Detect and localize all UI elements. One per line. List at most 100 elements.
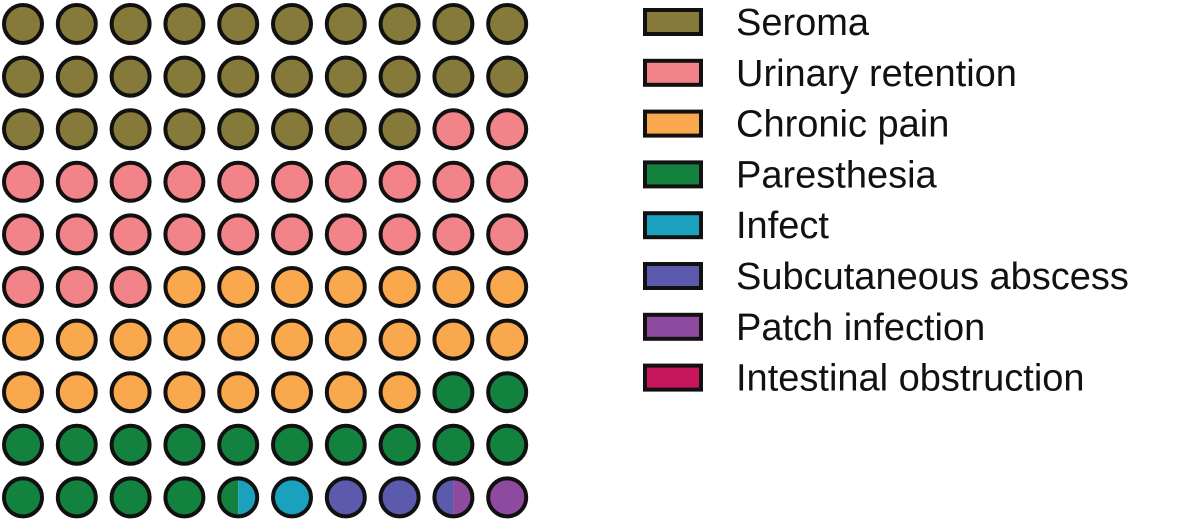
legend-item: Subcutaneous abscess (643, 256, 1129, 298)
waffle-dot (378, 476, 421, 519)
waffle-dot-fill (165, 215, 204, 254)
waffle-dot-outline (271, 266, 313, 308)
waffle-dot-outline (378, 318, 421, 361)
waffle-dot-fill (111, 373, 150, 412)
waffle-dot-outline (378, 476, 421, 519)
waffle-dot-fill (219, 57, 258, 96)
waffle-dot-outline (55, 213, 98, 256)
waffle-dot-outline (378, 371, 421, 414)
waffle-dot (486, 423, 529, 466)
waffle-dot (217, 318, 260, 361)
waffle-dot-fill (219, 320, 258, 359)
waffle-dot (2, 371, 44, 414)
waffle-dot-outline (163, 160, 206, 203)
waffle-dot-fill (380, 162, 419, 201)
waffle-dot (163, 213, 206, 256)
legend-item: Paresthesia (643, 154, 938, 196)
waffle-dot-fill (219, 5, 258, 43)
waffle-dot (217, 371, 260, 414)
waffle-dot (217, 3, 260, 45)
waffle-dot-outline (163, 108, 206, 151)
waffle-dot-outline (378, 55, 421, 98)
waffle-dot-fill (488, 215, 527, 254)
waffle-dot (2, 476, 44, 519)
waffle-dot-outline (55, 3, 98, 45)
waffle-dot-fill (380, 268, 419, 306)
waffle-dot-fill (273, 57, 311, 96)
waffle-dot-outline (163, 3, 206, 45)
waffle-dot-fill (488, 425, 527, 464)
waffle-dot-fill (57, 425, 96, 464)
waffle-dot (486, 3, 529, 45)
waffle-dot-outline (378, 266, 421, 308)
waffle-dot-fill (380, 110, 419, 149)
legend-label: Infect (736, 205, 829, 247)
waffle-dot-fill (219, 373, 258, 412)
legend-item: Patch infection (643, 307, 985, 349)
waffle-dot-outline (2, 108, 44, 151)
waffle-dot-outline (217, 3, 260, 45)
legend-label: Patch infection (736, 307, 985, 349)
waffle-dot-fill (326, 373, 365, 412)
waffle-dot-fill (273, 162, 311, 201)
waffle-dot-fill (380, 5, 419, 43)
waffle-dot (217, 266, 260, 308)
waffle-dot-fill (4, 268, 42, 306)
waffle-dot-fill (4, 320, 42, 359)
waffle-dot-fill (165, 373, 204, 412)
legend-item: Urinary retention (643, 53, 1017, 95)
waffle-dot-outline (324, 423, 367, 466)
waffle-dot-fill (380, 425, 419, 464)
waffle-dot-fill (488, 373, 527, 412)
waffle-dot-outline (486, 55, 529, 98)
waffle-dot-fill (111, 162, 150, 201)
legend: Seroma Urinary retention Chronic pain Pares… (643, 2, 1129, 400)
waffle-dot-outline (378, 160, 421, 203)
waffle-dot-outline (109, 160, 152, 203)
waffle-dot-outline (163, 371, 206, 414)
waffle-dot-outline (163, 213, 206, 256)
waffle-dot-fill (111, 425, 150, 464)
waffle-dot-fill (273, 268, 311, 306)
waffle-dot (55, 213, 98, 256)
waffle-dot (324, 160, 367, 203)
waffle-dot-outline (271, 55, 313, 98)
waffle-dot-fill (434, 110, 473, 149)
waffle-dot-fill (273, 425, 311, 464)
waffle-dot-fill (4, 57, 42, 96)
waffle-dot-outline (271, 108, 313, 151)
waffle-dot (378, 108, 421, 151)
waffle-dot (378, 266, 421, 308)
waffle-dot-fill (488, 5, 527, 43)
waffle-dot-fill (165, 110, 204, 149)
waffle-dot-outline (2, 3, 44, 45)
waffle-dot (486, 160, 529, 203)
waffle-dot (55, 371, 98, 414)
waffle-dot-outline (109, 476, 152, 519)
waffle-dot-fill (326, 57, 365, 96)
waffle-dot-fill (434, 320, 473, 359)
waffle-dot-outline (486, 423, 529, 466)
legend-label: Seroma (736, 2, 870, 44)
waffle-dot-outline (324, 266, 367, 308)
waffle-dot-fill (57, 320, 96, 359)
waffle-dot (109, 55, 152, 98)
waffle-dot-outline (55, 266, 98, 308)
legend-swatch (643, 58, 703, 87)
waffle-dot (55, 160, 98, 203)
waffle-dot (55, 423, 98, 466)
waffle-dot-outline (2, 213, 44, 256)
waffle-dot-fill (165, 5, 204, 43)
waffle-dot-outline (324, 3, 367, 45)
waffle-dot-outline (217, 318, 260, 361)
waffle-dot-outline (217, 371, 260, 414)
waffle-dot-outline (109, 423, 152, 466)
waffle-grid (2, 3, 529, 519)
waffle-dot-outline (163, 476, 206, 519)
waffle-dot-outline (486, 160, 529, 203)
waffle-dot-outline (55, 423, 98, 466)
waffle-dot (271, 266, 313, 308)
waffle-dot-outline (271, 476, 313, 519)
legend-swatch (643, 312, 703, 341)
waffle-dot-fill (219, 162, 258, 201)
